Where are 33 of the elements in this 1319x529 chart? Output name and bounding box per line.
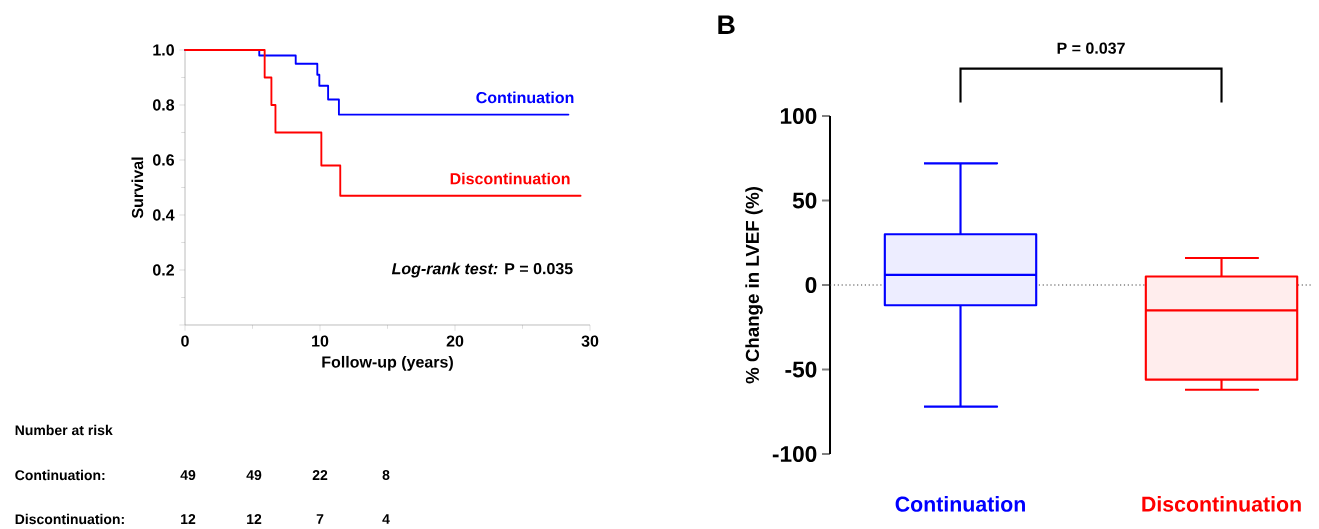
y-tick-label: 50 bbox=[792, 192, 817, 209]
text: 49 bbox=[246, 470, 262, 480]
annotation: Log-rank test: P = 0.035 bbox=[391, 262, 573, 278]
y-tick-label: -100 bbox=[772, 445, 817, 463]
y-tick-label: 0.6 bbox=[152, 154, 175, 166]
y-tick-label: 0.4 bbox=[152, 209, 175, 221]
text: 12 bbox=[247, 514, 262, 524]
y-axis-title: Survival bbox=[131, 157, 144, 219]
text: 8 bbox=[382, 470, 390, 480]
y-tick-label: -50 bbox=[785, 361, 817, 378]
text: Discontinuation: bbox=[15, 513, 124, 525]
text: 22 bbox=[312, 470, 328, 480]
text: 49 bbox=[180, 470, 196, 480]
y-tick-label: 0.8 bbox=[152, 99, 175, 111]
x-tick-label: 0 bbox=[181, 335, 189, 347]
x-tick-label: 10 bbox=[312, 335, 329, 347]
y-tick-label: 0.2 bbox=[152, 264, 174, 276]
text: 4 bbox=[382, 514, 390, 524]
text: Number at risk bbox=[15, 424, 113, 436]
y-tick-label: 0 bbox=[805, 276, 817, 294]
series-label: Discontinuation bbox=[450, 172, 570, 185]
text: Continuation: bbox=[15, 469, 105, 481]
x-tick-label: 20 bbox=[446, 335, 464, 347]
x-axis-title: Follow-up (years) bbox=[322, 355, 453, 371]
x-tick-label: 30 bbox=[581, 335, 599, 347]
text: P = 0.037 bbox=[1057, 42, 1125, 54]
series-label: Continuation bbox=[476, 91, 574, 104]
text: 12 bbox=[181, 514, 196, 524]
y-tick-label: 1.0 bbox=[153, 44, 174, 56]
chart-title: B bbox=[718, 15, 735, 34]
y-axis-title: % Change in LVEF (%) bbox=[745, 187, 763, 384]
y-tick-label: 100 bbox=[780, 107, 817, 125]
text: 7 bbox=[316, 514, 324, 524]
